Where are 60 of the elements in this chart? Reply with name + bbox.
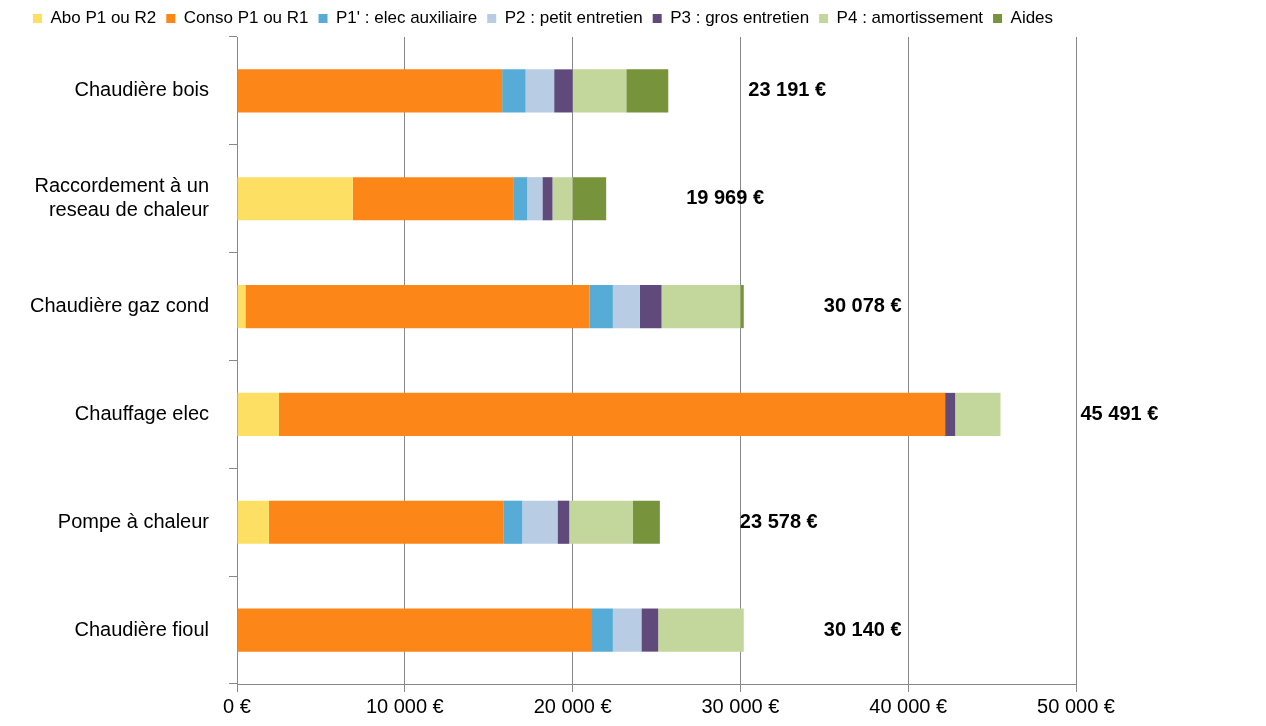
annotation: 19 969 € <box>686 186 765 209</box>
bar <box>503 500 523 544</box>
y-tick-label: Chaudière bois <box>74 78 210 101</box>
bar <box>237 177 353 221</box>
annotation: 30 140 € <box>823 617 902 640</box>
bar <box>552 177 573 221</box>
annotation: 23 191 € <box>748 78 827 101</box>
bar <box>352 177 514 221</box>
bar <box>237 392 279 436</box>
bar <box>639 285 662 329</box>
y-tick-label: Chaudière fioul <box>74 617 210 640</box>
bar <box>633 500 660 544</box>
legend-label: Conso P1 ou R1 <box>183 8 309 28</box>
bar <box>542 177 553 221</box>
y-tick-label: Pompe à chaleur <box>57 509 210 532</box>
bar <box>237 69 503 113</box>
x-tick-label: 30 000 € <box>701 694 780 717</box>
bar <box>502 69 526 113</box>
bar <box>554 69 573 113</box>
bar <box>955 392 1001 436</box>
bar <box>237 500 269 544</box>
bar <box>278 392 946 436</box>
bar <box>626 69 669 113</box>
x-tick-label: 20 000 € <box>533 694 612 717</box>
bar <box>569 500 634 544</box>
legend-label: Abo P1 ou R2 <box>50 8 157 28</box>
legend-label: P3 : gros entretien <box>670 8 810 28</box>
bar <box>245 285 590 329</box>
legend-label: P1' : elec auxiliaire <box>336 8 478 28</box>
bar <box>237 608 592 652</box>
x-tick-label: 10 000 € <box>365 694 444 717</box>
bar <box>589 285 613 329</box>
legend-label: P2 : petit entretien <box>504 8 643 28</box>
annotation: 30 078 € <box>823 294 902 317</box>
bar <box>572 177 607 221</box>
bar <box>557 500 570 544</box>
bar <box>591 608 613 652</box>
annotation: 23 578 € <box>739 509 818 532</box>
bar <box>658 608 744 652</box>
y-tick-label: Raccordement à un reseau de chaleur <box>34 174 210 221</box>
bar <box>572 69 627 113</box>
bar <box>513 177 528 221</box>
x-tick-label: 0 € <box>223 694 251 717</box>
bar <box>268 500 504 544</box>
bar <box>522 500 558 544</box>
bar <box>661 285 741 329</box>
bar <box>612 285 640 329</box>
legend-label: Aides <box>1010 8 1054 28</box>
y-tick-label: Chaudière gaz cond <box>30 294 210 317</box>
x-tick-label: 40 000 € <box>869 694 948 717</box>
bar <box>527 177 543 221</box>
text: 45 491 € <box>1080 401 1159 424</box>
bar <box>525 69 555 113</box>
x-tick-label: 50 000 € <box>1037 694 1115 717</box>
bar <box>612 608 642 652</box>
bar <box>740 285 744 329</box>
bar <box>945 392 956 436</box>
bar <box>641 608 659 652</box>
legend-label: P4 : amortissement <box>836 8 984 28</box>
y-tick-label: Chauffage elec <box>74 401 210 424</box>
